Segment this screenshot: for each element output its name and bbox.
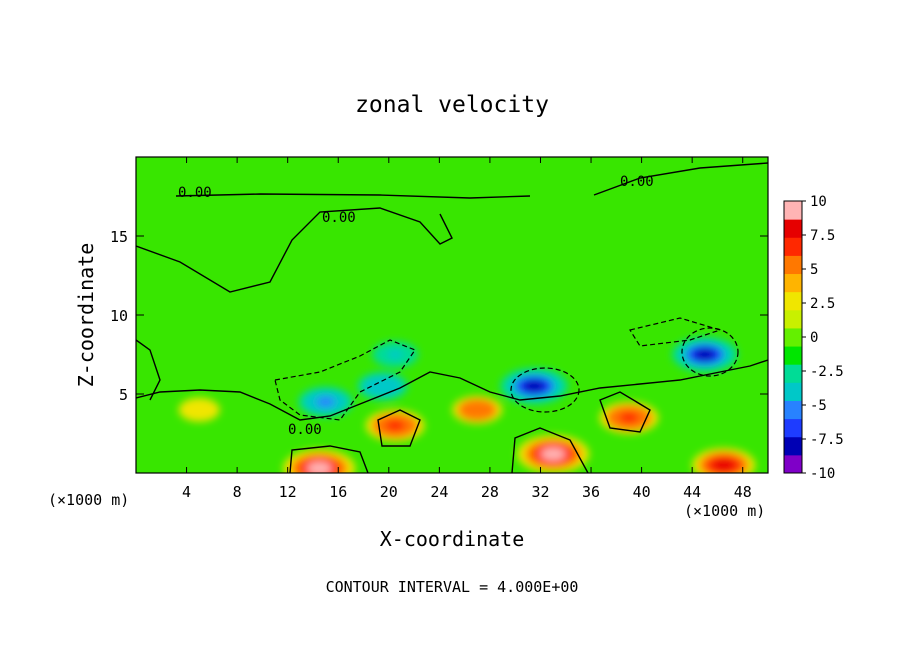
heatmap-cell-3-3	[373, 381, 391, 391]
y-tick-label: 15	[110, 228, 128, 246]
x-tick-label: 20	[380, 483, 398, 501]
colorbar-swatches	[784, 201, 802, 474]
contour-zero-left	[136, 339, 161, 401]
contour-interval-note: CONTOUR INTERVAL = 4.000E+00	[326, 578, 579, 596]
contour-positive-mid	[377, 409, 421, 447]
heatmap-cell-5-3	[307, 461, 332, 473]
contour-lines	[136, 162, 768, 473]
plot-area: 0.00 0.00 0.00 0.00 4 8 12 16 20 24 28 32 36 40 44…	[110, 156, 769, 501]
contour-zero-upper-left	[175, 193, 531, 199]
y-tick-label: 5	[119, 386, 128, 404]
heatmap-field	[178, 337, 756, 473]
colorbar-swatch	[784, 219, 802, 238]
colorbar-tick-label: 0	[810, 330, 818, 346]
colorbar-tick-label: -7.5	[810, 432, 844, 448]
contour-label-1: 0.00	[178, 185, 212, 201]
x-tick-label: 4	[182, 483, 191, 501]
x-tick-label: 32	[531, 483, 549, 501]
contour-zero-lower	[136, 359, 768, 421]
contour-dashed	[274, 317, 739, 421]
heatmap-cell-0-3	[522, 379, 546, 393]
x-axis-label: X-coordinate	[380, 527, 525, 551]
contour-positive-bottom	[289, 445, 369, 473]
x-tick-label: 36	[582, 483, 600, 501]
colorbar-tick-label: 7.5	[810, 228, 835, 244]
colorbar-swatch	[784, 454, 802, 474]
colorbar-swatch	[784, 364, 802, 383]
contour-positive-right	[599, 391, 651, 433]
colorbar-swatch	[784, 436, 802, 456]
x-tick-label: 16	[329, 483, 347, 501]
heatmap-cell-1-3	[693, 348, 716, 361]
heatmap-cell-2-3	[316, 396, 335, 407]
chart-title: zonal velocity	[355, 92, 549, 118]
plot-background	[136, 157, 768, 473]
x-tick-label: 24	[430, 483, 448, 501]
colorbar-swatch	[784, 327, 802, 347]
contour-neg-c	[274, 339, 416, 421]
colorbar-tick-label: -2.5	[810, 364, 844, 380]
colorbar-swatch	[784, 346, 802, 365]
x-tick-label: 8	[233, 483, 242, 501]
x-unit-left: (×1000 m)	[48, 491, 129, 509]
colorbar-tick-label: 10	[810, 194, 827, 210]
x-tick-label: 12	[279, 483, 297, 501]
colorbar-tick-label: -5	[810, 398, 827, 414]
colorbar: 10 7.5 5 2.5 0 -2.5 -5 -7.5 -10	[783, 194, 844, 482]
colorbar-swatch	[784, 273, 802, 293]
colorbar-tick-label: 2.5	[810, 296, 835, 312]
contour-label-2: 0.00	[322, 210, 356, 226]
heatmap-cell-10-3	[468, 405, 486, 415]
heatmap-cell-9-3	[713, 459, 735, 471]
contour-neg-b	[681, 327, 739, 377]
contour-label-4: 0.00	[288, 422, 322, 438]
x-tick-label: 28	[481, 483, 499, 501]
colorbar-swatch	[784, 309, 802, 329]
heatmap-cell-7-3	[618, 412, 639, 424]
contour-neg-d	[629, 317, 722, 347]
colorbar-swatch	[784, 201, 802, 220]
y-tick-label: 10	[110, 307, 128, 325]
colorbar-swatch	[784, 382, 802, 401]
colorbar-swatch	[784, 237, 802, 256]
colorbar-tick-label: 5	[810, 262, 818, 278]
contour-positive-bottom-2	[511, 427, 589, 473]
contour-zero-mid	[136, 207, 453, 293]
contour-zero-upper-right	[593, 162, 768, 196]
x-tick-label: 40	[633, 483, 651, 501]
colorbar-ticks: 10 7.5 5 2.5 0 -2.5 -5 -7.5 -10	[802, 194, 844, 482]
x-unit-right: (×1000 m)	[684, 502, 765, 520]
contour-neg-a	[510, 367, 580, 413]
colorbar-swatch	[784, 255, 802, 275]
x-tick-label: 48	[734, 483, 752, 501]
heatmap-cell-8-3	[385, 420, 406, 432]
colorbar-swatch	[784, 418, 802, 438]
y-axis-label: Z-coordinate	[74, 243, 98, 388]
y-axis-ticks: 5 10 15	[110, 228, 768, 404]
heatmap-cell-4-3	[387, 350, 403, 359]
colorbar-swatch	[784, 400, 802, 420]
x-axis-ticks: 4 8 12 16 20 24 28 32 36 40 44 48	[182, 157, 752, 501]
heatmap-cell-6-3	[540, 447, 566, 461]
heatmap-cell-11-3	[192, 405, 207, 414]
colorbar-tick-label: -10	[810, 466, 835, 482]
contour-label-3: 0.00	[620, 174, 654, 190]
x-tick-label: 44	[683, 483, 701, 501]
colorbar-swatch	[784, 291, 802, 311]
